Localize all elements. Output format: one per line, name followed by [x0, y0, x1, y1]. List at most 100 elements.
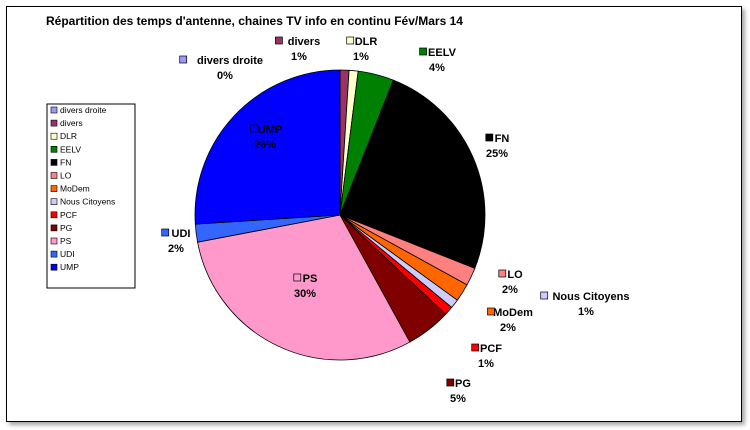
legend-item-nous-citoyens: Nous Citoyens: [50, 197, 115, 207]
pie-slice-fn: [339, 79, 486, 269]
slice-label-name: EELV: [428, 47, 457, 59]
legend-item-lo: LO: [50, 171, 72, 181]
legend-swatch: [50, 263, 58, 271]
slice-label-percent: 26%: [254, 139, 276, 151]
slice-label-percent: 1%: [578, 306, 594, 318]
slice-label-nous-citoyens: Nous Citoyens 1%: [540, 291, 630, 318]
pie-slice-ps: [197, 214, 411, 361]
slice-label-key: [471, 343, 480, 352]
legend-label: MoDem: [60, 184, 90, 194]
legend-item-modem: MoDem: [50, 184, 90, 194]
slice-label-name: LO: [507, 269, 523, 281]
slice-label-modem: MoDem 2%: [487, 307, 533, 334]
slice-label-eelv: EELV 4%: [419, 47, 457, 74]
legend-swatch: [50, 146, 58, 153]
legend-label: UDI: [60, 249, 75, 259]
slice-label-key: [419, 47, 427, 56]
slice-label-ump: UMP 26%: [250, 124, 282, 151]
slice-label-percent: 5%: [450, 393, 466, 405]
slice-label-name: PG: [455, 378, 471, 390]
slice-labels: divers droite 0% divers 1% DLR 1% EELV 4% FN 25% L…: [161, 36, 630, 405]
legend-label: EELV: [60, 144, 81, 154]
legend-item-eelv: EELV: [50, 144, 81, 154]
slice-label-percent: 2%: [168, 243, 184, 255]
legend-item-udi: UDI: [50, 249, 75, 259]
legend-swatch: [50, 185, 58, 192]
slice-label-dlr: DLR 1%: [346, 36, 378, 63]
legend-label: DLR: [60, 131, 77, 141]
legend-item-dlr: DLR: [50, 131, 77, 141]
legend-swatch: [50, 172, 58, 179]
slice-label-pg: PG 5%: [446, 378, 471, 405]
legend-label: divers: [60, 118, 83, 128]
slice-label-lo: LO 2%: [498, 269, 523, 296]
legend-label: Nous Citoyens: [60, 197, 115, 207]
slice-label-name: divers: [288, 36, 320, 48]
legend-item-divers: divers: [50, 118, 83, 128]
slice-label-percent: 2%: [500, 322, 516, 334]
slice-label-name: UMP: [258, 124, 282, 136]
legend-item-divers-droite: divers droite: [50, 105, 107, 115]
slice-label-key: [498, 269, 507, 278]
pie-slices: [194, 69, 486, 361]
slice-label-key: [487, 307, 495, 316]
legend-label: PG: [60, 223, 72, 233]
slice-label-key: [485, 133, 494, 142]
legend-label: divers droite: [60, 105, 107, 115]
slice-label-name: DLR: [355, 36, 378, 48]
legend-swatch: [50, 159, 58, 166]
slice-label-name: PCF: [480, 343, 502, 355]
slice-label-fn: FN 25%: [485, 133, 510, 160]
legend-item-pcf: PCF: [50, 210, 77, 220]
slice-label-ps: PS 30%: [293, 273, 318, 300]
legend-item-ps: PS: [50, 236, 72, 246]
slice-label-key: [346, 36, 355, 45]
legend: divers droite divers DLR EELV FN LO MoDem Nous …: [46, 103, 136, 289]
slice-label-name: Nous Citoyens: [552, 291, 629, 303]
slice-label-key: [275, 36, 283, 45]
legend-label: PS: [60, 236, 72, 246]
slice-label-percent: 1%: [291, 51, 307, 63]
slice-label-percent: 1%: [478, 358, 494, 370]
slice-label-udi: UDI 2%: [161, 228, 191, 255]
legend-label: LO: [60, 171, 72, 181]
slice-label-key: [446, 378, 455, 387]
slice-label-percent: 25%: [486, 148, 508, 160]
legend-item-ump: UMP: [50, 262, 79, 272]
slice-label-percent: 2%: [502, 284, 518, 296]
slice-label-key: [293, 273, 302, 282]
slice-label-name: FN: [495, 133, 510, 145]
legend-item-fn: FN: [50, 157, 71, 167]
slice-label-name: MoDem: [493, 307, 533, 319]
legend-swatch: [50, 237, 58, 245]
slice-label-divers-droite: divers droite 0%: [179, 55, 263, 82]
slice-label-percent: 30%: [294, 288, 316, 300]
slice-label-name: PS: [303, 273, 318, 285]
slice-label-key: [161, 228, 170, 237]
slice-label-pcf: PCF 1%: [471, 343, 502, 370]
legend-item-pg: PG: [50, 223, 72, 233]
legend-label: FN: [60, 157, 71, 167]
slice-label-name: divers droite: [197, 55, 263, 67]
legend-label: UMP: [60, 262, 79, 272]
slice-label-percent: 4%: [429, 62, 445, 74]
legend-swatch: [50, 250, 58, 258]
slice-label-key: [179, 55, 188, 64]
legend-label: PCF: [60, 210, 77, 220]
pie-slice-ump: [194, 69, 341, 225]
legend-swatch: [50, 211, 58, 219]
slice-label-key: [540, 291, 549, 300]
chart-title: Répartition des temps d'antenne, chaines…: [46, 14, 463, 28]
slice-label-percent: 1%: [353, 51, 369, 63]
slice-label-divers: divers 1%: [275, 36, 320, 63]
legend-swatch: [50, 119, 58, 127]
legend-swatch: [50, 106, 58, 114]
legend-swatch: [50, 198, 58, 205]
legend-swatch: [50, 224, 58, 232]
slice-label-key: [250, 124, 259, 133]
slice-label-percent: 0%: [217, 70, 233, 82]
legend-box: [46, 103, 136, 289]
slice-label-name: UDI: [172, 228, 191, 240]
legend-swatch: [50, 132, 58, 140]
